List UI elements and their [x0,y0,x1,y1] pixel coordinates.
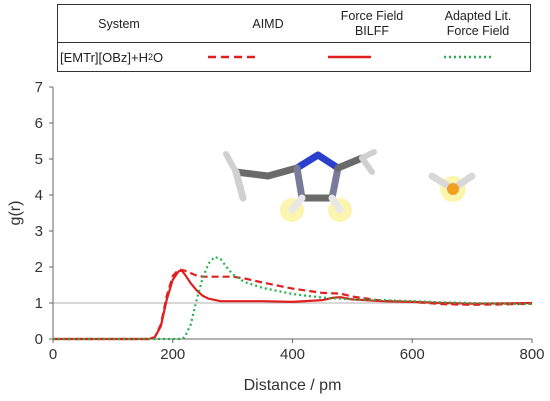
system-label: [EMTr][OBz]+H 2 O [60,49,164,65]
bond-ring-1 [264,164,301,180]
y-tick-label: 5 [35,151,43,168]
series-layer [53,255,533,341]
header-aimd: AIMD [252,16,284,31]
bond-h-right-2 [359,155,375,175]
bond-methyl-right [334,154,366,172]
legend-swatches [208,55,494,59]
bond-h-left-1 [232,168,247,202]
y-tick-label: 3 [35,223,43,240]
series-line-2 [53,269,533,341]
axes: 0 200 400 600 800 0 1 2 3 4 5 6 7 Distance / pm g(r) [7,79,545,394]
bond-ring-n2 [314,151,342,172]
bond-ring-3 [328,164,342,202]
water-oxygen [447,183,459,195]
y-axis-label: g(r) [7,201,24,226]
y-tick-label: 7 [35,79,43,96]
bond-ring-2 [293,164,306,202]
bond-ring-n1 [293,151,322,172]
bond-methyl-left [232,168,272,180]
x-tick-label: 400 [280,346,305,363]
y-tick-label: 6 [35,115,43,132]
bond-h-ring-left [288,194,306,214]
x-tick-label: 200 [160,346,185,363]
molecule-illustration [223,149,476,222]
series-line-3 [53,255,533,341]
header-bilff: Force Field BILFF [340,9,404,38]
y-tick-label: 0 [35,331,43,348]
bond-h-left-2 [223,151,239,175]
y-tick-label: 4 [35,187,43,204]
y-tick-label: 2 [35,259,43,276]
x-axis-label: Distance / pm [244,377,342,394]
x-tick-label: 0 [49,346,57,363]
y-tick-label: 1 [35,295,43,312]
x-tick-label: 600 [400,346,425,363]
header-system: System [98,16,140,31]
x-tick-label: 800 [519,346,544,363]
table-divider [58,42,530,43]
header-lit: Adapted Lit. Force Field [444,9,512,38]
bond-h-ring-right [328,194,344,214]
legend-table: System AIMD Force Field BILFF Adapted Li… [57,4,531,72]
